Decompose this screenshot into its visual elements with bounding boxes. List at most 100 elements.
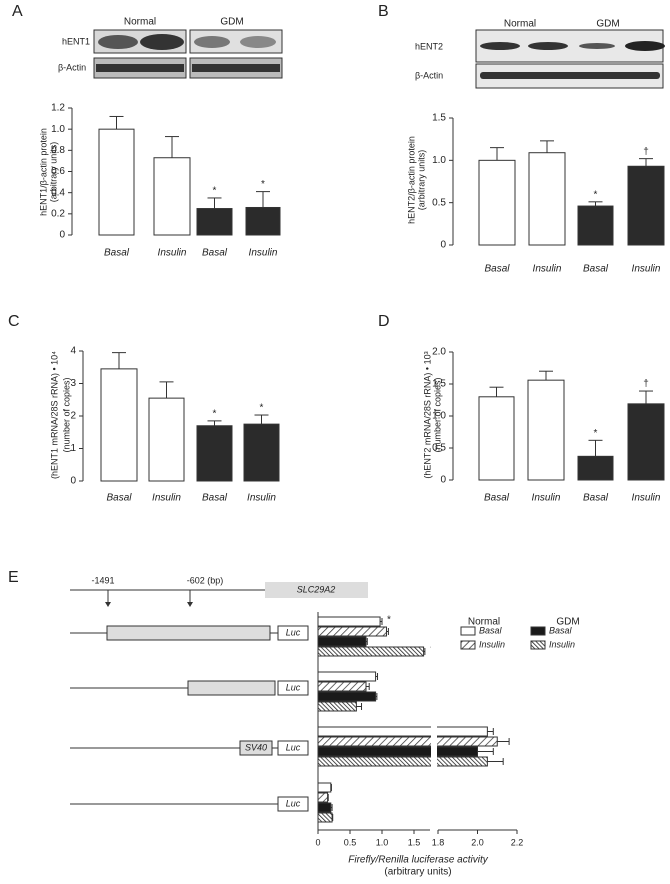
x-tick-label: 1.5 [408, 837, 421, 847]
y-tick-label: 0.2 [51, 208, 65, 219]
legend-swatch [530, 640, 546, 650]
y-tick-label: 0.8 [51, 145, 65, 156]
x-tick-label: Insulin [152, 493, 181, 504]
bar [317, 646, 425, 657]
bar [317, 802, 332, 813]
bar [478, 159, 516, 246]
bar [98, 128, 135, 236]
bar [100, 368, 138, 482]
x-tick-label: Insulin [532, 493, 561, 504]
significance-mark: * [594, 428, 598, 439]
construct-label: Luc [286, 742, 301, 752]
bar [243, 423, 280, 482]
y-tick-label: 4 [70, 346, 76, 357]
y-tick-label: 0 [70, 476, 76, 487]
y-axis-label: (hENT1 mRNA/28S rRNA) • 10⁴ [49, 351, 59, 479]
legend-group: Normal [468, 617, 500, 628]
bar [527, 379, 565, 481]
panel-letter: B [378, 3, 389, 20]
blot-group-label: GDM [596, 19, 619, 30]
significance-mark: * [213, 186, 217, 197]
significance-mark: † [643, 146, 649, 157]
x-tick-label: Insulin [158, 248, 187, 259]
x-tick-label: Insulin [249, 248, 278, 259]
construct-label: SV40 [245, 742, 267, 752]
significance-mark: † [643, 379, 649, 390]
bar [627, 165, 665, 246]
bar [317, 691, 377, 702]
y-tick-label: 0.5 [432, 197, 446, 208]
legend-swatch [460, 640, 476, 650]
bar [317, 636, 367, 647]
bar [245, 206, 281, 236]
significance-mark: * [260, 403, 264, 414]
bar [528, 152, 566, 246]
x-tick-label: Basal [484, 493, 510, 504]
bar [317, 726, 488, 737]
y-tick-label: 1.0 [432, 411, 446, 422]
blot-group-label: Normal [504, 19, 536, 30]
y-tick-label: 2.0 [432, 347, 446, 358]
bar [317, 782, 332, 793]
x-tick-label: Insulin [632, 493, 661, 504]
y-axis-label: hENT1/β-actin protein [38, 128, 48, 216]
construct-label: Luc [286, 627, 301, 637]
construct-label: Luc [286, 682, 301, 692]
bar [317, 671, 377, 682]
luc-box [277, 740, 309, 756]
bar [317, 626, 387, 637]
y-axis-label: hENT2/β-actin protein [406, 136, 416, 224]
y-tick-label: 0 [440, 240, 446, 251]
y-tick-label: 0.6 [51, 166, 65, 177]
x-tick-label: 1.8 [432, 837, 445, 847]
blot-b [475, 29, 665, 89]
x-tick-label: 2.2 [511, 837, 524, 847]
bar [196, 425, 233, 482]
y-tick-label: 1.0 [51, 124, 65, 135]
x-axis-label: Firefly/Renilla luciferase activity [348, 855, 488, 866]
x-tick-label: Basal [583, 264, 609, 275]
blot-row-label: β-Actin [58, 62, 86, 72]
bar [196, 208, 233, 236]
legend-label: Basal [549, 625, 573, 635]
y-tick-label: 3 [70, 378, 76, 389]
x-axis-label: (arbitrary units) [384, 867, 451, 878]
significance-mark: * [594, 189, 598, 200]
luc-box [277, 796, 309, 812]
x-tick-label: 2.0 [471, 837, 484, 847]
blot-row-label: β-Actin [415, 70, 443, 80]
y-axis-label: (arbitrary units) [48, 142, 58, 203]
blot-a [93, 29, 283, 79]
significance-mark: * [387, 615, 391, 626]
panel-letter: E [8, 569, 19, 586]
legend-label: Basal [479, 625, 503, 635]
x-tick-label: Basal [583, 493, 609, 504]
bar [317, 792, 329, 803]
x-tick-label: Insulin [632, 264, 661, 275]
y-tick-label: 0 [59, 230, 65, 241]
axis-break [431, 612, 437, 831]
y-tick-label: 1 [70, 443, 76, 454]
site-label: -602 (bp) [187, 575, 224, 585]
y-tick-label: 1.0 [432, 155, 446, 166]
x-tick-label: Basal [484, 264, 510, 275]
blot-group-label: Normal [124, 17, 156, 28]
y-tick-label: 1.5 [432, 379, 446, 390]
bar [317, 756, 488, 767]
bar [317, 746, 478, 757]
bar [317, 616, 381, 627]
bar [317, 701, 357, 712]
bar [577, 455, 614, 481]
panel-letter: C [8, 313, 20, 330]
y-tick-label: 0.5 [432, 443, 446, 454]
y-tick-label: 2 [70, 411, 76, 422]
x-tick-label: Basal [202, 493, 228, 504]
site-label: -1491 [91, 575, 114, 585]
bar [317, 812, 333, 823]
gene-name: SLC29A2 [297, 584, 336, 594]
x-tick-label: 1.0 [376, 837, 389, 847]
panel-letter: A [12, 3, 23, 20]
x-tick-label: 0.5 [344, 837, 357, 847]
x-tick-label: Insulin [533, 264, 562, 275]
legend-label: Insulin [549, 639, 575, 649]
